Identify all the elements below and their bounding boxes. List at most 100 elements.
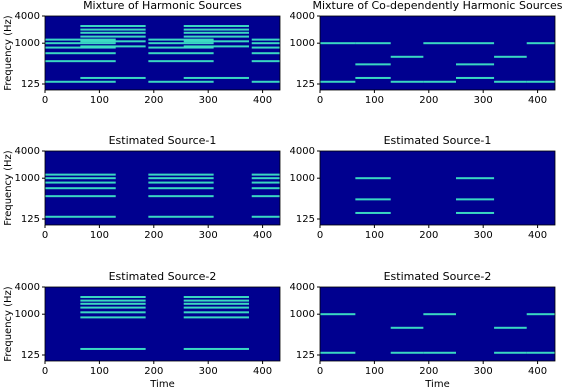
harmonic xyxy=(148,215,214,218)
y-tick-label: 125 xyxy=(21,79,40,90)
harmonic xyxy=(494,80,527,83)
harmonic xyxy=(251,187,280,190)
x-tick-label: 100 xyxy=(90,230,109,241)
harmonic xyxy=(320,313,356,316)
harmonic xyxy=(148,42,214,45)
harmonic xyxy=(494,326,527,329)
x-tick-label: 100 xyxy=(90,366,109,377)
harmonic xyxy=(455,42,495,45)
x-tick-label: 400 xyxy=(528,230,547,241)
harmonic xyxy=(320,80,356,83)
harmonic xyxy=(355,211,391,214)
harmonic xyxy=(148,60,214,63)
x-tick-label: 200 xyxy=(419,230,438,241)
harmonic xyxy=(494,55,527,58)
harmonic xyxy=(80,31,146,34)
y-tick-label: 1000 xyxy=(15,309,40,320)
harmonic xyxy=(390,351,424,354)
harmonic xyxy=(80,311,146,314)
harmonic xyxy=(45,187,116,190)
harmonic xyxy=(183,316,249,319)
harmonic xyxy=(45,42,116,45)
harmonic xyxy=(80,40,146,43)
harmonic xyxy=(251,215,280,218)
plot-frame xyxy=(44,15,281,91)
harmonic xyxy=(80,35,146,38)
y-tick-label: 1000 xyxy=(290,309,315,320)
harmonic xyxy=(80,25,146,28)
x-tick-label: 200 xyxy=(144,366,163,377)
harmonic xyxy=(45,181,116,184)
harmonic xyxy=(80,306,146,309)
harmonic xyxy=(526,42,555,45)
harmonic xyxy=(320,42,356,45)
harmonic xyxy=(183,302,249,305)
harmonic xyxy=(148,46,214,49)
x-tick-label: 300 xyxy=(474,366,493,377)
x-tick-label: 300 xyxy=(474,230,493,241)
harmonic xyxy=(355,63,391,66)
harmonic xyxy=(80,28,146,31)
harmonic xyxy=(423,351,456,354)
y-tick-label: 125 xyxy=(296,350,315,361)
y-tick-label: 4000 xyxy=(15,146,40,157)
harmonic xyxy=(355,42,391,45)
harmonic xyxy=(183,25,249,28)
harmonic xyxy=(423,42,456,45)
plot-frame xyxy=(44,150,281,226)
harmonic xyxy=(148,177,214,180)
harmonic xyxy=(45,80,116,83)
x-tick-label: 0 xyxy=(42,230,48,241)
harmonic xyxy=(148,187,214,190)
x-tick-label: 400 xyxy=(253,95,272,106)
chart-title: Estimated Source-2 xyxy=(384,270,492,283)
plot-background xyxy=(320,151,555,225)
harmonic xyxy=(251,181,280,184)
harmonic xyxy=(494,351,527,354)
harmonic xyxy=(45,215,116,218)
harmonic xyxy=(355,177,391,180)
x-tick-label: 400 xyxy=(528,95,547,106)
x-tick-label: 100 xyxy=(90,95,109,106)
x-tick-label: 200 xyxy=(144,230,163,241)
harmonic xyxy=(183,299,249,302)
y-tick-label: 4000 xyxy=(15,11,40,22)
harmonic xyxy=(148,173,214,176)
harmonic xyxy=(455,198,495,201)
y-tick-label: 125 xyxy=(21,214,40,225)
y-tick-label: 4000 xyxy=(290,146,315,157)
harmonic xyxy=(455,211,495,214)
x-tick-label: 400 xyxy=(528,366,547,377)
harmonic xyxy=(183,296,249,299)
y-tick-label: 4000 xyxy=(15,282,40,293)
harmonic xyxy=(183,306,249,309)
y-tick-label: 1000 xyxy=(290,38,315,49)
x-tick-label: 100 xyxy=(365,366,384,377)
harmonic xyxy=(148,38,214,41)
harmonic xyxy=(455,177,495,180)
y-axis-label: Frequency (Hz) xyxy=(3,15,14,91)
harmonic xyxy=(183,40,249,43)
y-tick-label: 4000 xyxy=(290,11,315,22)
plot-frame xyxy=(319,150,556,226)
y-axis-label: Frequency (Hz) xyxy=(3,286,14,362)
chart-title: Estimated Source-2 xyxy=(109,270,217,283)
harmonic xyxy=(148,52,214,55)
harmonic xyxy=(455,63,495,66)
x-tick-label: 200 xyxy=(419,95,438,106)
harmonic xyxy=(80,45,146,48)
y-tick-label: 125 xyxy=(296,214,315,225)
harmonic xyxy=(148,80,214,83)
harmonic xyxy=(45,38,116,41)
x-tick-label: 0 xyxy=(317,230,323,241)
x-tick-label: 400 xyxy=(253,230,272,241)
harmonic xyxy=(45,52,116,55)
harmonic xyxy=(183,35,249,38)
chart-title: Mixture of Co-dependently Harmonic Sourc… xyxy=(312,0,562,12)
harmonic xyxy=(390,80,424,83)
x-tick-label: 100 xyxy=(365,95,384,106)
harmonic xyxy=(251,42,280,45)
x-tick-label: 200 xyxy=(144,95,163,106)
x-tick-label: 0 xyxy=(317,366,323,377)
